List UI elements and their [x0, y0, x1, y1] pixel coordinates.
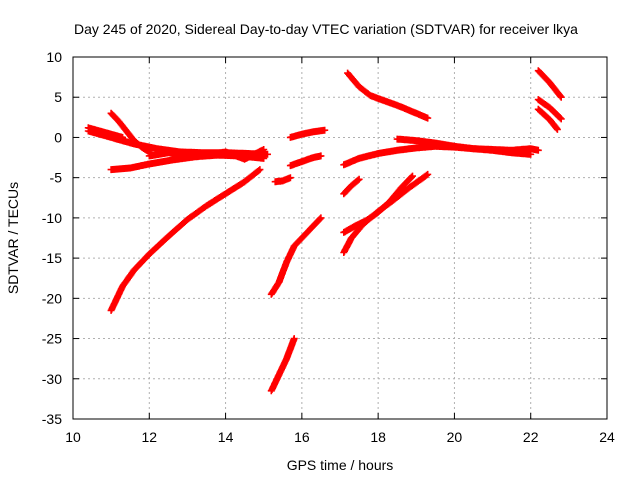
series-trace-18	[534, 96, 565, 123]
series-trace-6	[271, 174, 294, 186]
series-trace-8	[267, 335, 298, 395]
series-trace-13	[393, 135, 535, 158]
series-trace-16	[340, 170, 432, 256]
x-tick-label-0: 10	[65, 429, 81, 445]
plot-frame	[72, 56, 608, 420]
series-trace-17	[534, 67, 565, 101]
y-tick-label-9: -35	[42, 411, 62, 427]
series-trace-14	[340, 175, 363, 198]
trace-markers-9	[286, 152, 325, 170]
series-trace-2	[107, 109, 153, 156]
y-tick-label-2: 0	[54, 129, 62, 145]
trace-markers-2	[107, 109, 153, 156]
x-tick-label-1: 12	[141, 429, 157, 445]
trace-markers-7	[267, 214, 325, 298]
y-tick-label-4: -10	[42, 210, 62, 226]
trace-markers-5	[107, 166, 264, 314]
trace-markers-10	[286, 126, 329, 141]
y-tick-label-1: 5	[54, 89, 62, 105]
series-trace-10	[286, 126, 329, 141]
axis-ticks: 10 12 14 16 18 20 22 24 10 5 0 -5 -10 -15 -20 -25 -30 -35	[42, 49, 615, 445]
x-tick-label-7: 24	[599, 429, 615, 445]
x-tick-label-5: 20	[447, 429, 463, 445]
data-marks	[84, 67, 565, 395]
series-trace-1	[84, 124, 127, 141]
trace-markers-17	[534, 67, 565, 101]
x-tick-label-6: 22	[523, 429, 539, 445]
y-tick-label-5: -15	[42, 250, 62, 266]
trace-markers-14	[340, 175, 363, 198]
series-trace-7	[267, 214, 325, 298]
trace-markers-19	[534, 105, 561, 133]
series-trace-5	[107, 166, 264, 314]
trace-markers-11	[344, 69, 432, 122]
trace-markers-1	[84, 124, 127, 141]
trace-markers-13	[393, 135, 535, 158]
y-axis-label: SDTVAR / TECUs	[5, 182, 21, 294]
series-trace-4	[145, 146, 268, 163]
x-axis-label: GPS time / hours	[287, 457, 394, 473]
x-tick-label-4: 18	[370, 429, 386, 445]
y-tick-label-7: -25	[42, 331, 62, 347]
series-trace-19	[534, 105, 561, 133]
trace-markers-16	[340, 170, 432, 256]
trace-markers-18	[534, 96, 565, 123]
y-tick-label-6: -20	[42, 290, 62, 306]
trace-markers-4	[145, 146, 268, 163]
trace-markers-8	[267, 335, 298, 395]
trace-markers-6	[271, 174, 294, 186]
y-tick-label-3: -5	[50, 170, 63, 186]
x-tick-label-2: 14	[218, 429, 234, 445]
grid-lines	[73, 57, 607, 419]
series-trace-11	[344, 69, 432, 122]
x-tick-label-3: 16	[294, 429, 310, 445]
series-trace-9	[286, 152, 325, 170]
y-tick-label-8: -30	[42, 371, 62, 387]
y-tick-label-0: 10	[46, 49, 62, 65]
chart-title: Day 245 of 2020, Sidereal Day-to-day VTE…	[74, 21, 578, 37]
